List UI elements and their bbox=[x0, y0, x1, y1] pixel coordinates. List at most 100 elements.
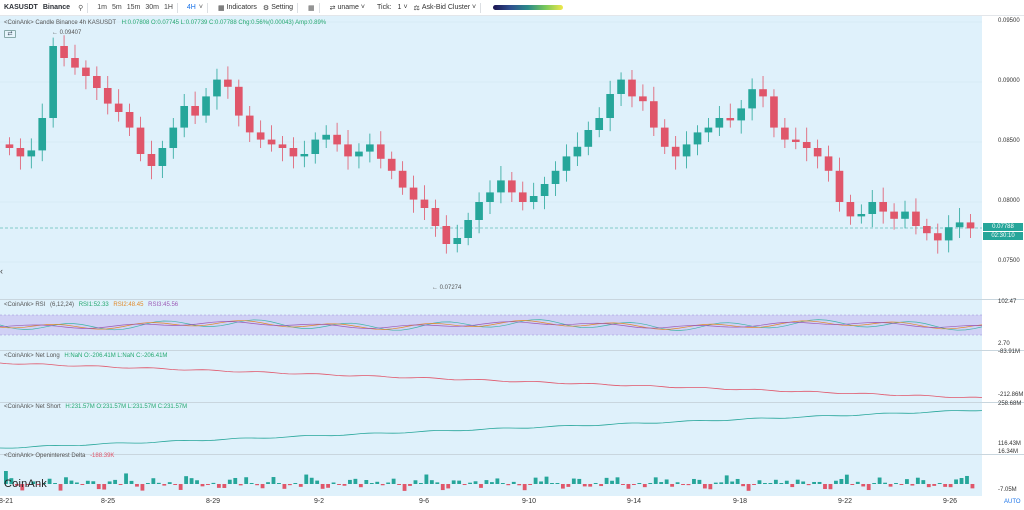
oi-bar bbox=[959, 478, 964, 484]
oi-bar bbox=[227, 479, 232, 484]
swap-icon: ⇄ bbox=[329, 4, 336, 12]
uname-dropdown[interactable]: ⇄ uname ˅ bbox=[330, 4, 365, 12]
candle-body bbox=[147, 154, 156, 166]
oi-bar bbox=[260, 484, 265, 489]
oi-bar bbox=[435, 482, 440, 484]
oi-bar bbox=[451, 480, 456, 484]
oi-bar bbox=[905, 479, 909, 484]
cluster-dropdown[interactable]: ⚖ Ask-Bid Cluster ˅ bbox=[414, 4, 477, 12]
oi-bar bbox=[364, 480, 369, 484]
search-icon[interactable]: ⚲ bbox=[78, 4, 84, 12]
oi-bar bbox=[593, 483, 598, 484]
exchange-label[interactable]: Binance bbox=[42, 4, 71, 11]
netshort-label: <CoinAnk> Net Short bbox=[4, 404, 61, 410]
grid-layout-icon[interactable]: ▦ bbox=[308, 4, 315, 12]
candle-body bbox=[213, 79, 221, 97]
candle-body bbox=[551, 170, 560, 184]
x-axis-label: 9-2 bbox=[313, 498, 325, 505]
symbol-label[interactable]: KASUSDT bbox=[4, 4, 38, 11]
oi-bar bbox=[113, 479, 118, 484]
timeframe-1m[interactable]: 1m bbox=[97, 4, 107, 11]
oi-bar bbox=[724, 475, 729, 484]
oi-bar bbox=[719, 482, 724, 484]
oi-bar bbox=[20, 484, 25, 491]
oi-bar bbox=[500, 483, 505, 484]
high-marker: ← 0.09407 bbox=[52, 30, 82, 36]
candle-body bbox=[573, 146, 582, 157]
oi-bar bbox=[419, 483, 423, 484]
rsi2-value: RSI2:48.45 bbox=[113, 302, 144, 308]
candle-body bbox=[901, 211, 909, 219]
timeframe-1h[interactable]: 1H bbox=[163, 4, 173, 11]
oi-bar bbox=[309, 477, 314, 484]
y-axis-label: 0.09500 bbox=[998, 18, 1020, 24]
tick-dropdown[interactable]: Tick: 1 ˅ bbox=[377, 4, 408, 11]
candle-body bbox=[682, 144, 691, 157]
candle-body bbox=[529, 196, 538, 202]
candle-body bbox=[344, 144, 352, 157]
setting-button[interactable]: ⚙ Setting bbox=[263, 4, 293, 12]
oi-bar bbox=[801, 481, 806, 484]
pane-background bbox=[0, 16, 982, 299]
oi-bar bbox=[298, 484, 303, 487]
rsi-line bbox=[0, 320, 983, 330]
oi-bar bbox=[642, 484, 647, 488]
setting-label: Setting bbox=[271, 4, 293, 11]
candle-body bbox=[693, 132, 702, 145]
candle-body bbox=[508, 180, 516, 193]
oi-bar bbox=[446, 484, 451, 489]
oi-bar bbox=[397, 484, 401, 485]
main-pane-stats: H:0.07808 O:0.07745 L:0.07739 C:0.07788 … bbox=[121, 20, 327, 26]
candle-body bbox=[879, 202, 887, 212]
oi-bars bbox=[4, 471, 975, 491]
low-marker: ← 0.07274 bbox=[432, 285, 462, 291]
timeframe-4h[interactable]: 4H bbox=[186, 4, 196, 11]
timeframe-30m[interactable]: 30m bbox=[145, 4, 159, 11]
candle-body bbox=[234, 86, 243, 116]
oi-bar bbox=[872, 483, 877, 484]
collapse-legend-button[interactable]: ⇄ bbox=[4, 30, 16, 38]
oi-bar bbox=[866, 484, 871, 491]
oi-bar bbox=[588, 484, 593, 487]
oi-bar bbox=[135, 484, 139, 487]
oi-bar bbox=[746, 484, 751, 491]
oi-bar bbox=[490, 482, 494, 484]
chevron-down-icon[interactable]: ˅ bbox=[198, 4, 203, 11]
low-marker-value: 0.07274 bbox=[439, 285, 462, 291]
heatmap-gradient-slider[interactable] bbox=[493, 5, 564, 10]
oi-label: <CoinAnk> Openinterest Delta bbox=[4, 453, 86, 459]
candle-body bbox=[431, 208, 440, 226]
candle-body bbox=[409, 187, 418, 200]
oi-bar bbox=[888, 484, 893, 487]
oi-bar bbox=[686, 484, 691, 486]
oi-bar bbox=[255, 484, 260, 486]
indicators-button[interactable]: ▦ Indicators bbox=[218, 4, 257, 12]
oi-bar bbox=[293, 483, 298, 484]
rsi1-value: RSI1:52.33 bbox=[78, 302, 109, 308]
oi-bar bbox=[681, 484, 685, 486]
oi-bar bbox=[25, 484, 30, 485]
oi-bar bbox=[626, 484, 631, 489]
oi-bar bbox=[4, 471, 8, 484]
oi-bar bbox=[806, 484, 811, 486]
auto-scale-button[interactable]: AUTO bbox=[1004, 499, 1021, 505]
candle-body bbox=[256, 132, 265, 140]
oi-bar bbox=[855, 481, 860, 484]
oi-bar bbox=[320, 484, 325, 489]
oi-bar bbox=[331, 482, 336, 484]
chevron-left-icon[interactable]: ‹ bbox=[0, 266, 3, 276]
oi-bar bbox=[850, 484, 855, 485]
candle-body bbox=[617, 79, 625, 94]
oi-bar bbox=[195, 480, 199, 484]
oi-bar bbox=[577, 478, 582, 484]
candle-body bbox=[38, 118, 47, 151]
oi-bar bbox=[342, 484, 347, 486]
oi-bar bbox=[773, 479, 778, 484]
candle-body bbox=[912, 211, 920, 226]
oi-bar bbox=[713, 482, 718, 484]
chart-canvas[interactable] bbox=[0, 16, 1024, 496]
oi-value: -188.39K bbox=[90, 453, 115, 459]
timeframe-15m[interactable]: 15m bbox=[126, 4, 141, 11]
timeframe-5m[interactable]: 5m bbox=[111, 4, 122, 11]
chevron-down-icon: ˅ bbox=[472, 4, 477, 11]
